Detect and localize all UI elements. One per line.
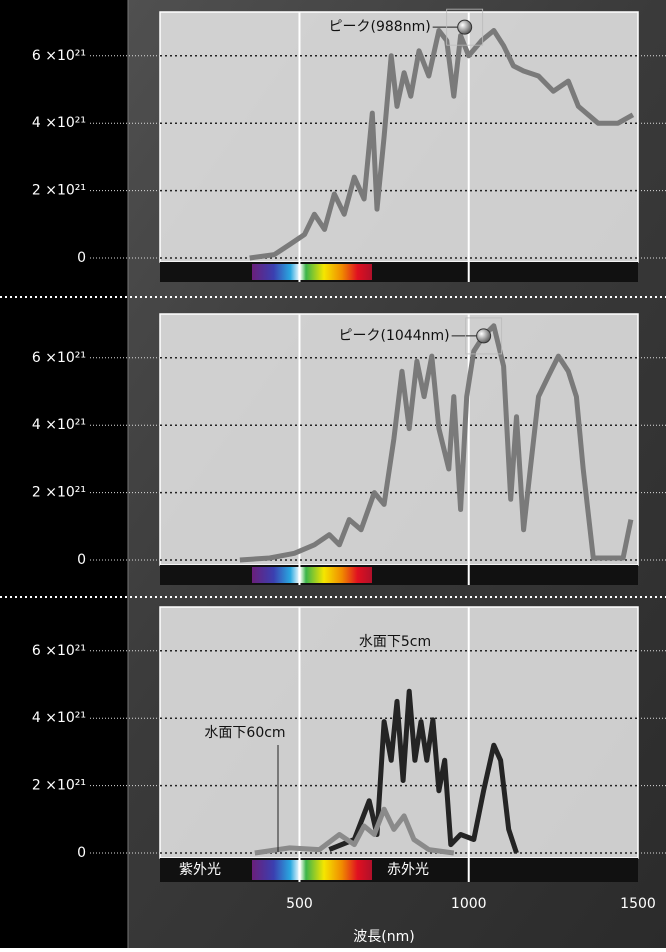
y-tick-label: 4 ×10²¹ <box>32 417 86 433</box>
plot-area <box>160 12 638 262</box>
peak-marker <box>477 329 491 343</box>
x-tick-label: 1000 <box>451 896 487 912</box>
peak-label: ピーク(988nm) <box>329 19 431 35</box>
peak-label: ピーク(1044nm) <box>339 328 450 344</box>
y-tick-label: 4 ×10²¹ <box>32 115 86 131</box>
y-tick-label: 0 <box>77 250 86 266</box>
y-tick-label: 6 ×10²¹ <box>32 48 86 64</box>
y-tick-label: 2 ×10²¹ <box>32 778 86 794</box>
series-label: 水面下5cm <box>359 634 431 650</box>
y-tick-label: 4 ×10²¹ <box>32 710 86 726</box>
band-label: 赤外光 <box>387 862 429 878</box>
spectrum-bar <box>160 262 638 282</box>
x-axis-label: 波長(nm) <box>353 929 414 945</box>
x-tick-label: 1500 <box>620 896 656 912</box>
y-tick-label: 6 ×10²¹ <box>32 643 86 659</box>
y-tick-label: 0 <box>77 552 86 568</box>
y-tick-label: 6 ×10²¹ <box>32 350 86 366</box>
chart: 0 2 ×10²¹ 4 ×10²¹ 6 ×10²¹ ピーク(988nm) 0 2 ×10²¹… <box>0 0 666 948</box>
page: 0 2 ×10²¹ 4 ×10²¹ 6 ×10²¹ ピーク(988nm) 0 2 ×10²¹… <box>0 0 666 948</box>
visible-spectrum <box>252 860 372 880</box>
y-tick-label: 0 <box>77 845 86 861</box>
peak-marker <box>458 20 472 34</box>
band-label: 紫外光 <box>179 862 221 878</box>
axis-strip <box>0 0 128 948</box>
spectrum-bar <box>160 565 638 585</box>
plot-area <box>160 314 638 565</box>
visible-spectrum <box>252 264 372 280</box>
y-tick-label: 2 ×10²¹ <box>32 485 86 501</box>
x-tick-label: 500 <box>286 896 313 912</box>
y-tick-label: 2 ×10²¹ <box>32 183 86 199</box>
series-label: 水面下60cm <box>204 725 285 741</box>
visible-spectrum <box>252 567 372 583</box>
